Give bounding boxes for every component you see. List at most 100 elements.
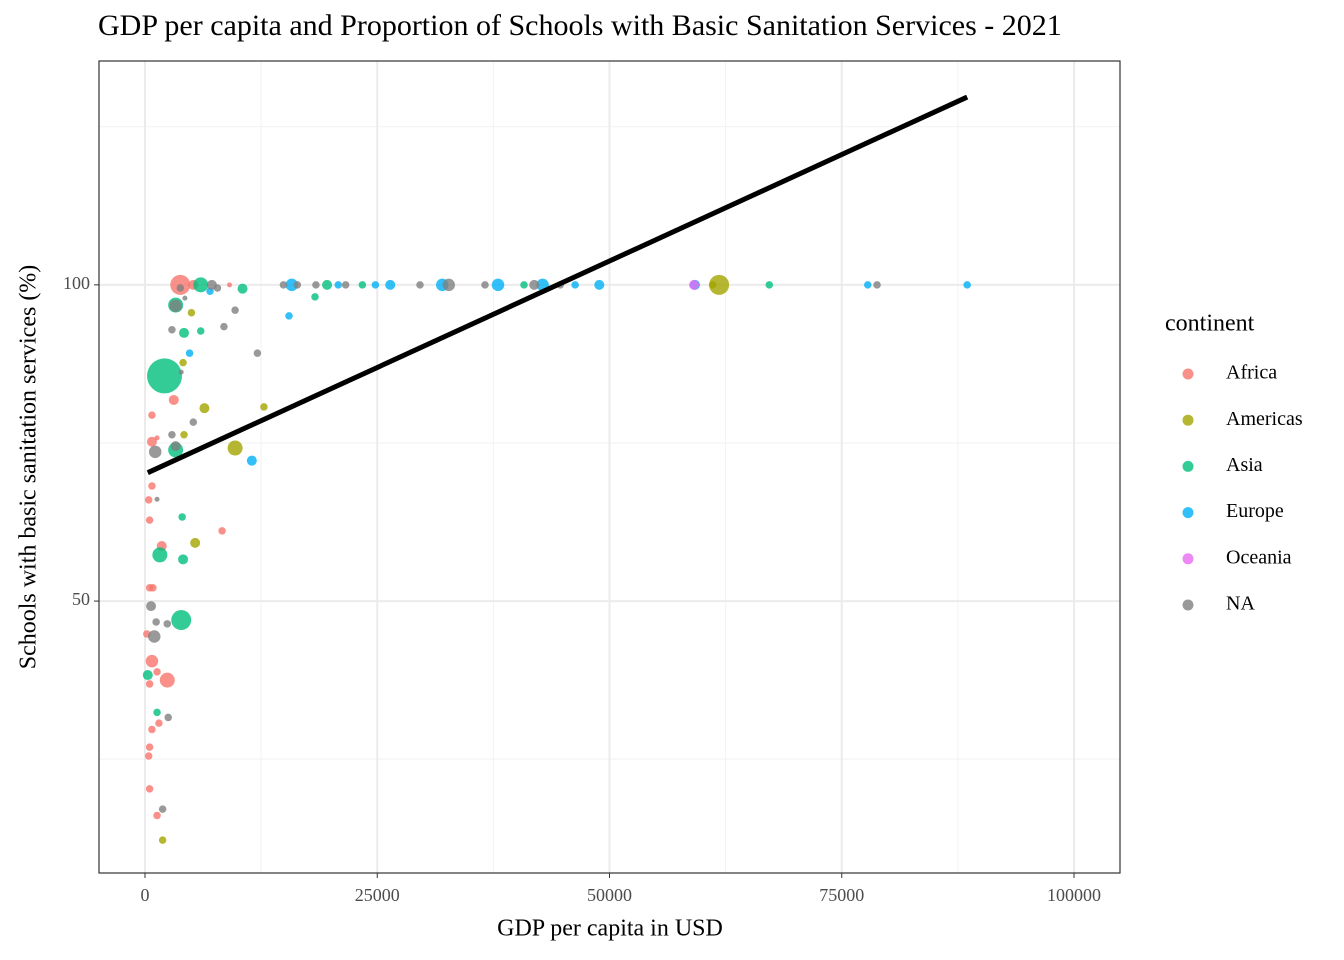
legend-marker	[1182, 599, 1194, 611]
point	[246, 455, 257, 466]
point	[168, 394, 179, 405]
point	[196, 327, 205, 335]
point	[689, 279, 700, 290]
x-tick-label: 25000	[355, 885, 400, 905]
point	[285, 278, 299, 292]
point	[179, 358, 187, 367]
point	[189, 418, 198, 426]
point	[168, 430, 176, 439]
point	[193, 277, 209, 293]
point	[334, 281, 342, 289]
point	[146, 436, 157, 447]
point	[491, 278, 505, 292]
legend-marker	[1182, 460, 1194, 472]
point	[158, 805, 167, 813]
point	[416, 281, 424, 289]
point	[146, 601, 157, 612]
y-axis-title: Schools with basic sanitation services (…	[16, 265, 42, 670]
legend-marker	[1182, 368, 1194, 380]
point	[199, 403, 210, 414]
point	[520, 281, 528, 289]
point	[154, 496, 160, 502]
point	[260, 403, 268, 411]
point	[293, 281, 302, 289]
x-tick-label: 100000	[1047, 885, 1101, 905]
point	[145, 654, 159, 668]
trend-line	[146, 94, 969, 475]
point	[148, 630, 161, 643]
legend-label: Americas	[1226, 408, 1303, 430]
point	[231, 306, 239, 314]
point	[153, 668, 161, 676]
point	[159, 672, 175, 688]
legend-marker	[1182, 414, 1194, 426]
point	[176, 284, 185, 292]
point	[146, 358, 182, 394]
point	[144, 496, 153, 504]
x-tick-label: 0	[140, 885, 149, 905]
point	[279, 281, 288, 289]
point	[152, 618, 160, 626]
point	[481, 281, 489, 289]
point	[253, 349, 262, 357]
point	[190, 537, 201, 548]
legend-marker	[1182, 553, 1194, 565]
point	[148, 445, 162, 459]
point	[358, 281, 367, 289]
legend-label: NA	[1226, 593, 1255, 615]
point	[155, 719, 163, 727]
point	[571, 281, 579, 289]
point	[145, 516, 154, 524]
point	[144, 752, 153, 760]
point	[169, 299, 182, 312]
point	[148, 482, 156, 490]
panel-border	[98, 60, 1121, 874]
point	[153, 708, 161, 717]
point	[371, 281, 380, 289]
point	[152, 547, 168, 563]
point	[529, 279, 540, 290]
point	[178, 369, 184, 375]
point	[158, 836, 167, 844]
point	[178, 554, 189, 565]
point	[442, 278, 456, 292]
point	[145, 785, 154, 793]
point	[145, 743, 154, 751]
legend-label: Asia	[1226, 454, 1263, 476]
point	[864, 281, 872, 289]
point	[873, 281, 881, 289]
point	[963, 281, 971, 289]
legend-label: Oceania	[1226, 546, 1292, 568]
point	[148, 725, 156, 734]
y-tick-label: 100	[63, 273, 90, 293]
point	[187, 308, 196, 317]
point	[180, 430, 188, 439]
point	[149, 584, 157, 592]
point	[227, 282, 233, 288]
point	[148, 411, 156, 419]
point	[164, 713, 172, 722]
legend-title: continent	[1165, 311, 1255, 337]
point	[385, 279, 396, 290]
point	[171, 610, 192, 631]
point	[311, 293, 319, 301]
legend-marker	[1182, 507, 1194, 519]
point	[145, 680, 154, 688]
point	[341, 281, 350, 289]
point	[168, 326, 176, 334]
x-axis-title: GDP per capita in USD	[497, 916, 723, 942]
point	[153, 811, 161, 820]
point	[709, 274, 730, 295]
point	[170, 441, 181, 452]
point	[163, 620, 172, 628]
point	[594, 279, 605, 290]
point	[179, 327, 190, 338]
x-tick-label: 50000	[587, 885, 632, 905]
point	[182, 295, 188, 301]
point	[312, 281, 320, 289]
point	[218, 527, 226, 535]
point	[220, 322, 228, 331]
chart-title: GDP per capita and Proportion of Schools…	[98, 9, 1062, 42]
point	[185, 349, 194, 357]
